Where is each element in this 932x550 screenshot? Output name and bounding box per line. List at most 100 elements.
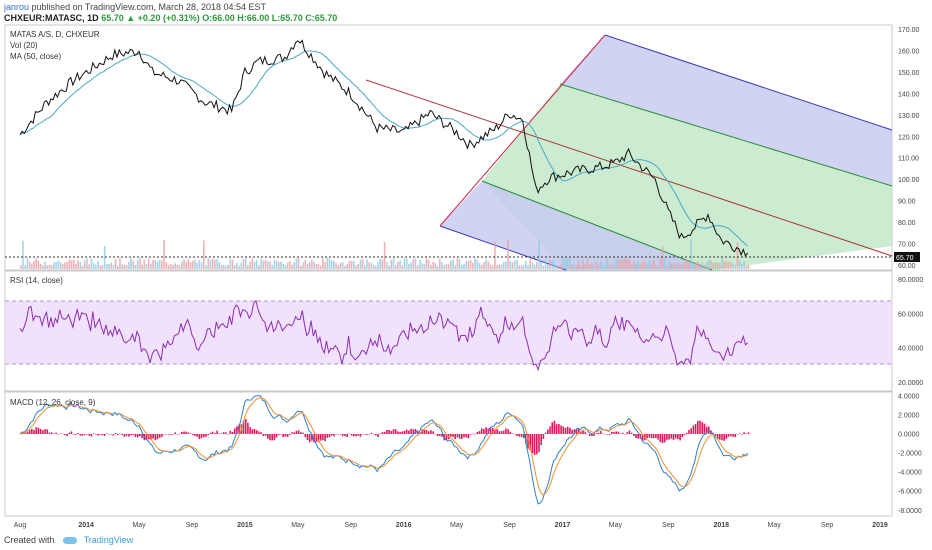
macd-histogram-bar [732, 434, 734, 437]
x-tick-label: Sep [503, 522, 516, 529]
volume-bar [699, 264, 701, 269]
volume-bar [613, 263, 615, 269]
macd-tick-label: -6.0000 [898, 489, 922, 496]
macd-histogram-bar [674, 434, 677, 439]
macd-histogram-bar [169, 434, 172, 435]
volume-bar [297, 258, 300, 269]
volume-bar [388, 265, 390, 269]
volume-bar [443, 265, 445, 269]
macd-histogram-bar [606, 434, 609, 435]
volume-bar [322, 258, 324, 269]
macd-histogram-bar [61, 433, 64, 435]
rsi-tick-label: 80.0000 [898, 277, 923, 284]
volume-bar [710, 260, 712, 269]
volume-bar [461, 264, 463, 269]
volume-bar [705, 262, 708, 269]
volume-bar [491, 265, 494, 269]
macd-histogram-bar [615, 431, 617, 434]
volume-bar [683, 262, 686, 269]
volume-bar [633, 261, 635, 269]
chart-title: MATAS A/S, D, CHXEUR [10, 30, 100, 39]
volume-bar [271, 264, 273, 269]
volume-bar [666, 266, 668, 269]
macd-histogram-bar [390, 430, 393, 434]
macd-histogram-bar [302, 432, 304, 434]
x-tick-label: Aug [14, 522, 27, 529]
x-tick-label: May [132, 522, 146, 529]
macd-histogram-bar [59, 433, 62, 435]
macd-histogram-bar [494, 429, 496, 434]
volume-bar [439, 258, 441, 269]
volume-bar [339, 263, 342, 269]
volume-bar [694, 262, 697, 269]
macd-histogram-bar [225, 432, 227, 434]
macd-histogram-bar [712, 432, 714, 434]
volume-bar [176, 264, 179, 269]
volume-bar [650, 263, 653, 269]
volume-bar [119, 258, 121, 269]
volume-bar [330, 260, 333, 269]
macd-histogram-bar [403, 430, 406, 434]
macd-histogram-bar [273, 434, 276, 441]
volume-bar [628, 259, 631, 269]
volume-bar [158, 260, 161, 269]
volume-bar [465, 261, 467, 269]
publish-text: published on TradingView.com, March 28, … [31, 2, 267, 12]
volume-bar [344, 265, 346, 269]
volume-bar [525, 260, 527, 269]
macd-histogram-bar [705, 426, 708, 434]
macd-histogram-bar [741, 434, 743, 435]
volume-bar [185, 262, 187, 269]
macd-histogram-bar [145, 434, 148, 440]
macd-histogram-bar [547, 429, 549, 434]
volume-bar [677, 262, 679, 269]
volume-bar [456, 258, 459, 269]
macd-histogram-bar [586, 433, 589, 435]
author-link[interactable]: janrou [4, 2, 30, 12]
macd-histogram-bar [319, 434, 322, 441]
volume-bar [551, 259, 553, 269]
macd-tick-label: 4.0000 [898, 393, 920, 400]
volume-bar [110, 262, 112, 269]
volume-bar [90, 258, 93, 269]
volume-bar [269, 261, 271, 269]
volume-bar [648, 260, 651, 269]
volume-bar [727, 262, 730, 269]
rsi-tick-label: 60.0000 [898, 311, 923, 318]
macd-histogram-bar [619, 433, 622, 434]
macd-histogram-bar [697, 420, 699, 434]
macd-histogram-bar [445, 434, 448, 441]
volume-bar [42, 265, 44, 269]
volume-bar [663, 258, 666, 269]
macd-histogram-bar [694, 424, 697, 434]
volume-bar [652, 260, 655, 269]
macd-histogram-bar [344, 434, 346, 437]
tradingview-link[interactable]: TradingView [83, 535, 134, 545]
volume-bar [560, 264, 562, 269]
volume-bar [604, 265, 606, 269]
macd-histogram-bar [613, 431, 615, 434]
macd-histogram-bar [324, 434, 326, 442]
macd-histogram-bar [641, 434, 644, 441]
volume-bar [324, 262, 326, 269]
macd-histogram-bar [125, 434, 128, 436]
macd-histogram-bar [745, 433, 748, 434]
macd-histogram-bar [53, 433, 55, 435]
volume-bar [476, 259, 479, 269]
volume-bar [588, 264, 591, 269]
volume-bar [478, 263, 481, 269]
volume-bar [452, 259, 454, 269]
volume-bar [103, 246, 106, 269]
volume-bar [350, 260, 353, 269]
pitchfork[interactable] [365, 34, 893, 271]
price-tick-label: 110.00 [898, 156, 919, 163]
macd-histogram-bar [33, 430, 35, 434]
volume-bar [106, 264, 108, 269]
volume-bar [370, 262, 373, 269]
macd-histogram-bar [577, 428, 580, 434]
macd-tick-label: -2.0000 [898, 451, 922, 458]
volume-bar [703, 264, 706, 269]
volume-bar [646, 263, 648, 269]
macd-histogram-bar [544, 432, 547, 434]
